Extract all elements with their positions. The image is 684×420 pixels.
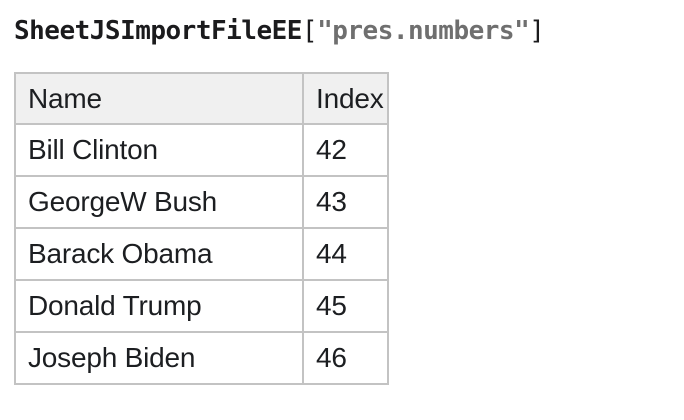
column-header-name: Name	[14, 72, 304, 125]
title-string-literal: "pres.numbers"	[317, 16, 530, 46]
cell-index: 43	[302, 175, 389, 229]
title-bracket-close: ]	[529, 16, 545, 46]
cell-index: 45	[302, 279, 389, 333]
cell-index: 44	[302, 227, 389, 281]
page-title: SheetJSImportFileEE["pres.numbers"]	[14, 16, 545, 46]
column-header-index: Index	[302, 72, 389, 125]
presidents-table: Name Index Bill Clinton 42 GeorgeW Bush …	[14, 72, 389, 385]
title-bracket-open: [	[301, 16, 318, 46]
cell-name: GeorgeW Bush	[14, 175, 304, 229]
table-row: Bill Clinton 42	[14, 123, 389, 177]
table-row: Joseph Biden 46	[14, 331, 389, 385]
cell-index: 42	[302, 123, 389, 177]
title-object-name: SheetJSImportFileEE	[14, 16, 302, 46]
cell-index: 46	[302, 331, 389, 385]
cell-name: Barack Obama	[14, 227, 304, 281]
table-row: Donald Trump 45	[14, 279, 389, 333]
table-header-row: Name Index	[14, 72, 389, 125]
table-row: Barack Obama 44	[14, 227, 389, 281]
table-row: GeorgeW Bush 43	[14, 175, 389, 229]
cell-name: Bill Clinton	[14, 123, 304, 177]
cell-name: Joseph Biden	[14, 331, 304, 385]
cell-name: Donald Trump	[14, 279, 304, 333]
